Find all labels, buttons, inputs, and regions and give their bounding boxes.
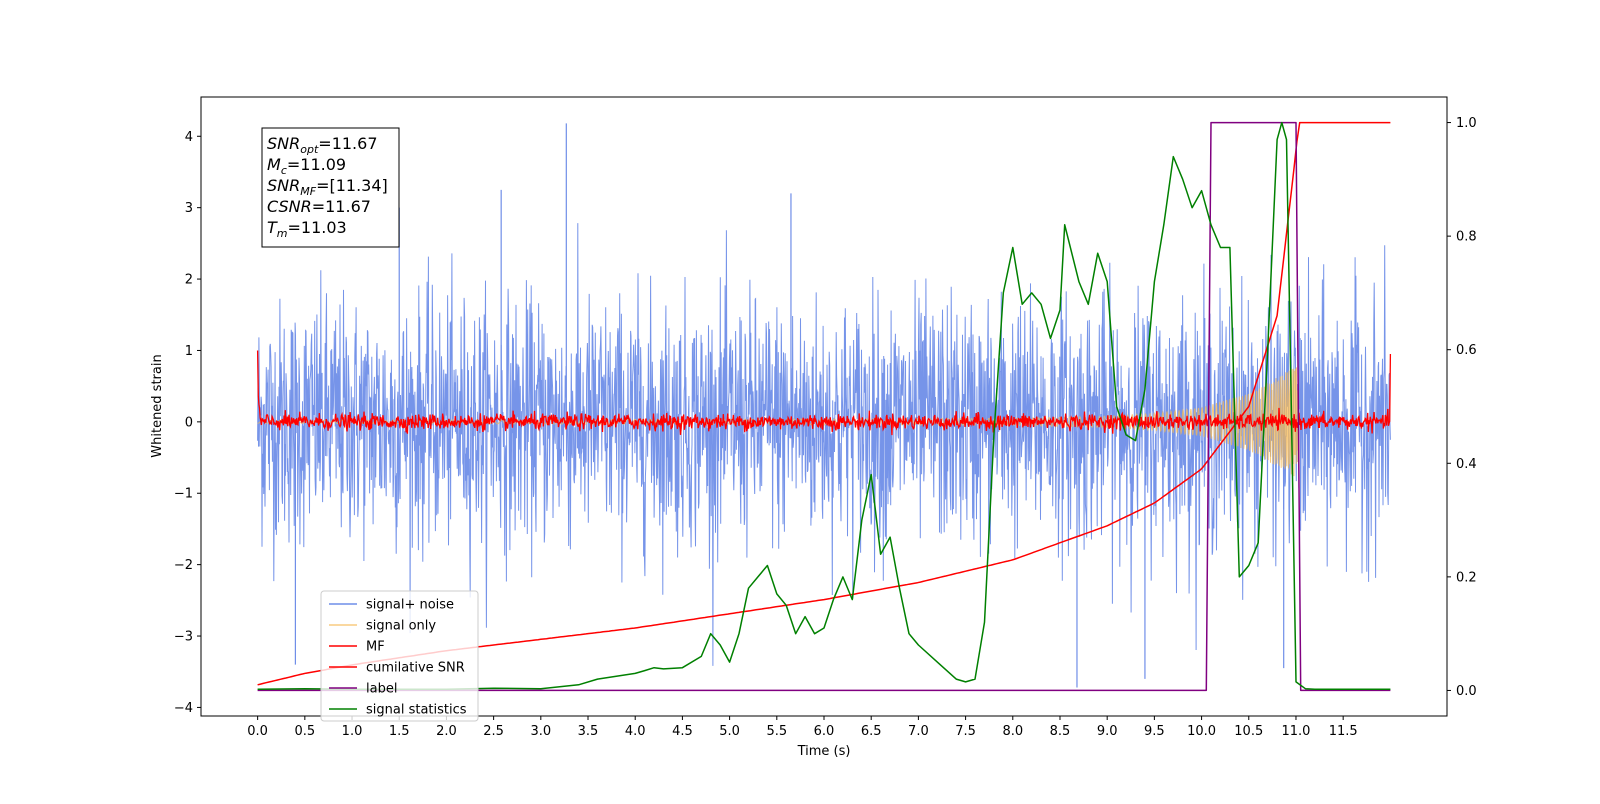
legend-label: signal statistics [366,703,467,718]
x-tick-label: 5.0 [719,724,740,739]
annotation-line: SNRopt=11.67 [267,134,378,156]
x-tick-label: 11.5 [1329,724,1358,739]
x-tick-label: 3.0 [530,724,551,739]
y-axis-left-label: Whitened strain [150,354,165,457]
series-signal-noise [257,223,1391,666]
y-left-tick-label: 3 [185,201,193,216]
y-right-tick-label: 0.2 [1456,570,1477,585]
y-right-tick-label: 0.4 [1456,457,1477,472]
legend-label: label [366,682,397,697]
x-axis-label: Time (s) [797,744,851,759]
x-tick-label: 1.5 [389,724,410,739]
x-tick-label: 2.5 [483,724,504,739]
legend-label: cumilative SNR [366,661,465,676]
annotation-box-frame [261,127,400,248]
x-tick-label: 3.5 [578,724,599,739]
x-tick-label: 11.0 [1281,724,1310,739]
y-right-tick-label: 0.0 [1456,684,1477,699]
legend-label: signal only [366,619,436,634]
x-tick-label: 10.5 [1234,724,1263,739]
y-left-tick-label: 1 [185,344,193,359]
y-right-tick-label: 0.8 [1456,230,1477,245]
legend-frame [320,590,479,722]
x-tick-label: 4.5 [672,724,693,739]
x-tick-label: 8.5 [1050,724,1071,739]
y-left-tick-label: 4 [185,130,193,145]
x-tick-label: 9.0 [1097,724,1118,739]
x-tick-label: 4.0 [625,724,646,739]
y-right-tick-label: 0.6 [1456,343,1477,358]
x-tick-label: 0.0 [247,724,268,739]
y-left-tick-label: 0 [185,415,193,430]
x-tick-label: 7.5 [955,724,976,739]
series-label [257,121,1391,692]
y-left-tick-label: −2 [174,558,193,573]
series-mf [256,350,1392,436]
x-tick-label: 7.0 [908,724,929,739]
legend-label: signal+ noise [366,598,454,613]
x-tick-label: 6.0 [814,724,835,739]
legend-label: MF [366,640,385,655]
x-axis: 0.0 0.5 1.0 1.5 2.0 2.5 3.0 3.5 4.0 4.5 5.0 5.5 6.0 6… [247,716,1358,739]
annotation-line: Tm=11.03 [267,218,347,240]
y-left-tick-label: −4 [174,701,193,716]
y-axis-left: −4 −3 −2 −1 0 1 2 3 4 [174,130,201,716]
y-right-tick-label: 1.0 [1456,116,1477,131]
stats-annotation-box: SNRopt=11.67Mc=11.09SNRMF=[11.34]CSNR=11… [261,127,400,248]
y-left-tick-label: −1 [174,487,193,502]
x-tick-label: 0.5 [294,724,315,739]
x-tick-label: 6.5 [861,724,882,739]
x-tick-label: 5.5 [766,724,787,739]
x-tick-label: 2.0 [436,724,457,739]
x-tick-label: 9.5 [1144,724,1165,739]
y-left-tick-label: −3 [174,630,193,645]
y-left-tick-label: 2 [185,273,193,288]
y-axis-right: 0.0 0.2 0.4 0.6 0.8 1.0 [1447,116,1477,699]
x-tick-label: 10.0 [1187,724,1216,739]
series-signal-statistics [257,121,1391,691]
legend: signal+ noise signal only MF cumilative SNR… [320,590,479,722]
annotation-line: SNRMF=[11.34] [267,176,388,198]
x-tick-label: 8.0 [1002,724,1023,739]
annotation-line: Mc=11.09 [267,155,346,177]
x-tick-label: 1.0 [342,724,363,739]
annotation-line: CSNR=11.67 [267,197,371,216]
